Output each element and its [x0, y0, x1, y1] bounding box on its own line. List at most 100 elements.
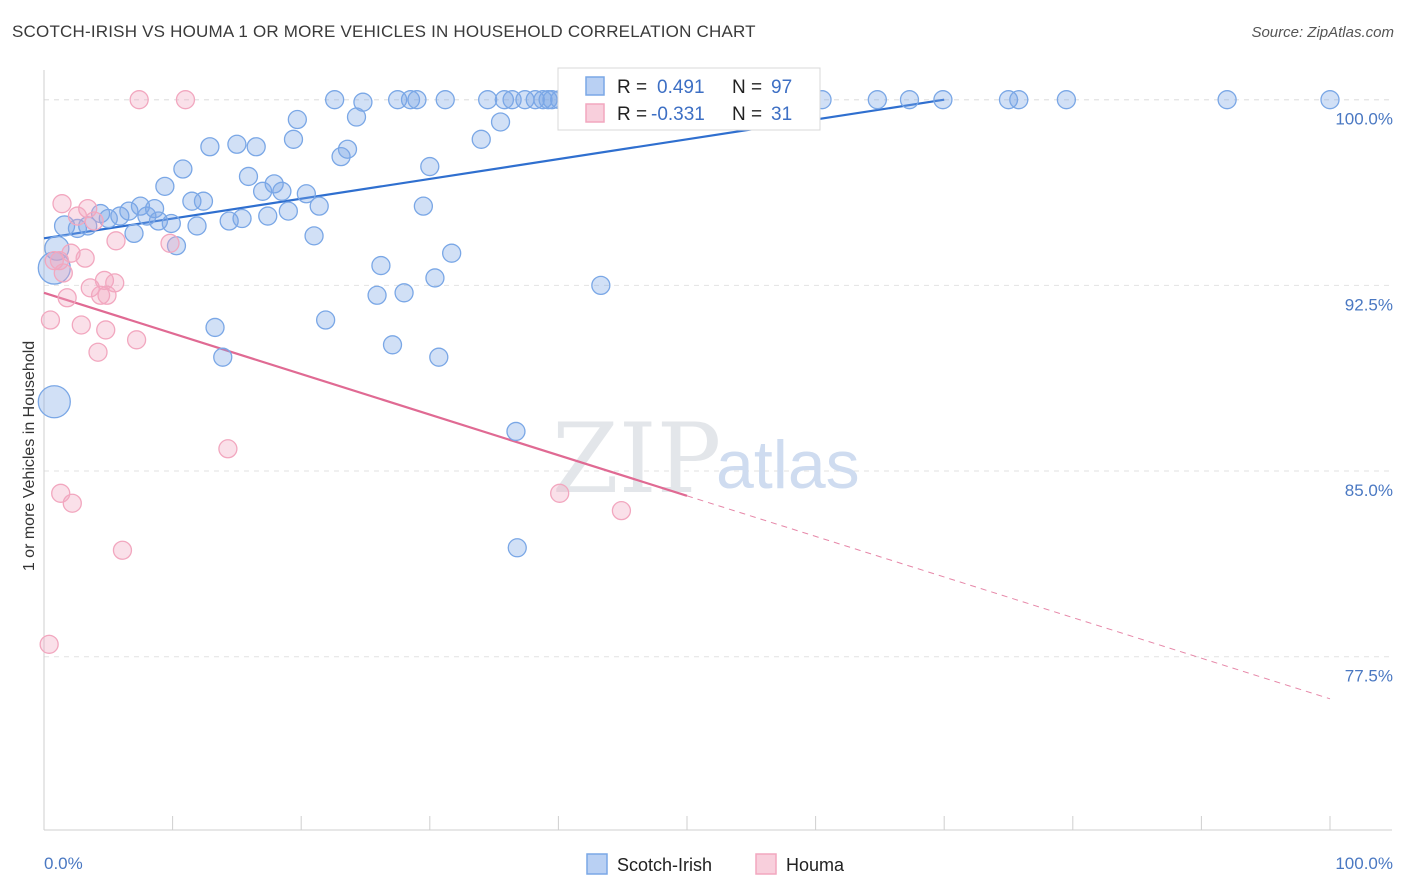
scotch-irish-point	[309, 196, 329, 216]
scotch-irish-point	[490, 112, 511, 132]
scotch-irish-point	[899, 90, 920, 110]
houma-point	[78, 198, 98, 219]
scotch-irish-point	[110, 206, 130, 226]
scotch-irish-point	[425, 268, 445, 288]
y-tick-label: 85.0%	[1345, 481, 1393, 500]
scotch-irish-point	[283, 129, 304, 149]
data-points	[37, 90, 1340, 654]
scotch-irish-point	[144, 198, 165, 219]
houma-point	[218, 439, 238, 459]
scotch-irish-point	[296, 184, 316, 204]
houma-point	[71, 315, 91, 335]
houma-point	[106, 231, 126, 251]
axes	[43, 70, 1392, 831]
legend-r-value-1: 0.491	[657, 77, 705, 98]
y-tick-label: 77.5%	[1345, 667, 1393, 686]
scotch-irish-point	[278, 201, 298, 221]
scotch-irish-point	[119, 201, 139, 221]
houma-point	[175, 90, 196, 110]
houma-point	[88, 342, 108, 362]
scotch-irish-point	[287, 109, 307, 130]
scotch-irish-point	[315, 310, 336, 330]
scotch-irish-point	[161, 213, 181, 234]
scotch-irish-point	[933, 90, 953, 110]
houma-point	[52, 194, 72, 214]
scotch-irish-point	[44, 235, 70, 261]
houma-point	[40, 310, 61, 330]
scotch-irish-point	[429, 347, 449, 367]
houma-point	[160, 233, 180, 253]
scotch-irish-point	[507, 538, 527, 558]
y-tick-label: 92.5%	[1345, 295, 1393, 314]
watermark-zip: ZIP	[552, 403, 721, 515]
tick-labels: 100.0% 92.5% 85.0% 77.5% 0.0% 100.0%	[44, 110, 1393, 873]
legend-n-label-1: N =	[732, 77, 762, 98]
scotch-irish-point	[1056, 90, 1077, 110]
legend-r-value-2: -0.331	[651, 104, 705, 125]
scotch-irish-point	[272, 181, 292, 201]
scotch-irish-point	[98, 208, 118, 229]
houma-point	[51, 483, 71, 503]
series-legend-swatch-scotch-irish	[586, 853, 608, 875]
x-tick-label-end: 100.0%	[1335, 854, 1393, 873]
source-credit: Source: ZipAtlas.com	[1251, 24, 1394, 41]
scotch-irish-point	[382, 335, 403, 355]
y-tick-label: 100.0%	[1335, 110, 1393, 129]
scotch-irish-point	[413, 196, 434, 216]
scotch-irish-point	[420, 156, 440, 177]
houma-point	[550, 483, 570, 503]
scotch-irish-point	[304, 226, 324, 246]
scotch-irish-point	[407, 90, 427, 110]
trend-lines	[43, 98, 1331, 700]
houma-point	[126, 330, 147, 350]
scotch-irish-point	[591, 275, 611, 296]
chart-title: SCOTCH-IRISH VS HOUMA 1 OR MORE VEHICLES…	[12, 22, 756, 41]
series-legend: Scotch-Irish Houma	[586, 853, 845, 875]
scotch-irish-point	[371, 255, 391, 276]
legend-r-label-2: R =	[617, 104, 647, 125]
series-legend-label-scotch-irish: Scotch-Irish	[617, 855, 712, 875]
houma-point	[112, 540, 133, 560]
x-tick-label-start: 0.0%	[44, 854, 83, 873]
scotch-irish-point	[130, 196, 151, 216]
scotch-irish-point	[124, 223, 144, 244]
scotch-irish-point	[200, 137, 220, 157]
houma-point	[129, 90, 149, 110]
legend-swatch-houma	[585, 103, 605, 123]
houma-point	[96, 320, 116, 340]
trend-line-houma-extrapolated	[686, 495, 1331, 700]
scotch-irish-point	[367, 285, 387, 305]
y-axis-label: 1 or more Vehicles in Household	[21, 341, 38, 571]
scotch-irish-point	[252, 181, 273, 201]
scotch-irish-point	[37, 385, 71, 419]
scotch-irish-point	[232, 208, 252, 229]
houma-point	[105, 273, 125, 293]
scotch-irish-point	[264, 174, 284, 194]
scotch-irish-point	[867, 90, 887, 110]
scotch-irish-point	[1217, 90, 1237, 110]
scotch-irish-point	[435, 90, 455, 110]
scotch-irish-point	[227, 134, 247, 154]
houma-point	[611, 501, 632, 521]
houma-point	[67, 206, 88, 226]
houma-point	[61, 243, 81, 263]
legend-r-label-1: R =	[617, 77, 647, 98]
houma-point	[75, 248, 95, 268]
series-legend-swatch-houma	[755, 853, 777, 875]
scotch-irish-point	[238, 166, 259, 187]
scotch-irish-point	[442, 243, 462, 263]
legend-n-label-2: N =	[732, 104, 762, 125]
scotch-irish-point	[478, 90, 498, 110]
houma-point	[90, 285, 111, 305]
scotch-irish-point	[471, 129, 491, 149]
scotch-irish-point	[400, 90, 421, 110]
legend-swatch-scotch-irish	[585, 76, 605, 96]
houma-point	[53, 263, 73, 283]
scotch-irish-point	[137, 206, 157, 226]
houma-point	[84, 211, 104, 231]
scotch-irish-point	[246, 137, 266, 157]
legend-n-value-2: 31	[771, 104, 792, 125]
legend: R = 0.491 N = 97 R = -0.331 N = 31	[557, 67, 821, 131]
scotch-irish-point	[187, 216, 207, 236]
